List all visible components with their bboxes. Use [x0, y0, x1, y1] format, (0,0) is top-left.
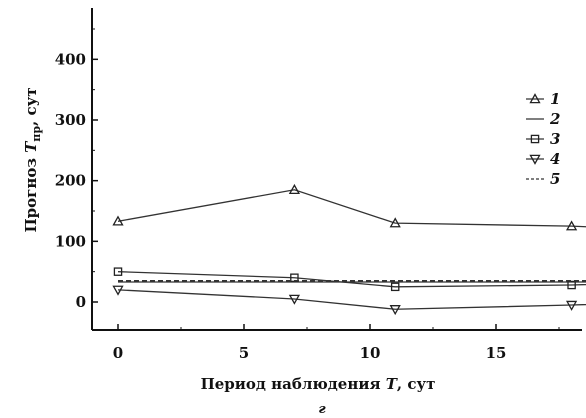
legend: 1 2 3 4 5	[526, 90, 560, 188]
y-axis-ticks: 0 100 200 300 400	[55, 28, 98, 311]
x-tick-label: 15	[486, 344, 507, 362]
legend-entry-1: 1	[526, 90, 560, 108]
plot-frame	[91, 8, 582, 331]
data-point-4	[112, 285, 124, 296]
data-point-1	[389, 217, 401, 228]
legend-label-1: 1	[550, 90, 560, 108]
data-point-4	[288, 294, 301, 305]
series-layer	[112, 183, 586, 316]
data-point-1	[112, 215, 124, 226]
series-4	[112, 285, 586, 316]
y-tick-label: 100	[55, 232, 86, 250]
y-axis-title: Прогноз Tпр, сут	[22, 87, 43, 232]
figure-caption: г	[318, 402, 326, 417]
data-point-3	[390, 282, 400, 292]
series-1	[112, 183, 586, 231]
legend-label-3: 3	[550, 130, 560, 148]
legend-entry-4: 4	[526, 150, 560, 168]
data-point-4	[565, 300, 578, 311]
y-tick-label: 0	[76, 293, 86, 311]
x-tick-label: 10	[360, 344, 381, 362]
data-point-1	[288, 183, 301, 195]
legend-label-2: 2	[549, 110, 560, 128]
series-line-3	[117, 271, 586, 288]
y-tick-label: 200	[55, 172, 86, 190]
y-tick-label: 300	[55, 111, 86, 129]
x-axis-ticks: 05101520253035	[113, 324, 560, 362]
data-point-1	[565, 220, 578, 231]
legend-entry-3: 3	[526, 130, 560, 148]
legend-marker-1	[529, 93, 541, 104]
x-tick-label: 0	[113, 344, 123, 362]
data-point-3	[567, 280, 576, 290]
legend-entry-5: 5	[526, 170, 560, 188]
legend-label-5: 5	[550, 170, 560, 188]
legend-marker-4	[529, 154, 541, 165]
y-tick-label: 400	[55, 50, 86, 68]
x-tick-label: 5	[239, 344, 249, 362]
legend-label-4: 4	[550, 150, 560, 168]
series-line-4	[117, 289, 586, 310]
x-axis-title: Период наблюдения T, сут	[201, 375, 436, 393]
data-point-3	[113, 267, 123, 276]
series-line-1	[117, 189, 586, 228]
data-point-4	[389, 305, 401, 316]
series-3	[113, 267, 586, 292]
legend-entry-2: 2	[526, 110, 560, 128]
legend-marker-3	[530, 134, 540, 144]
